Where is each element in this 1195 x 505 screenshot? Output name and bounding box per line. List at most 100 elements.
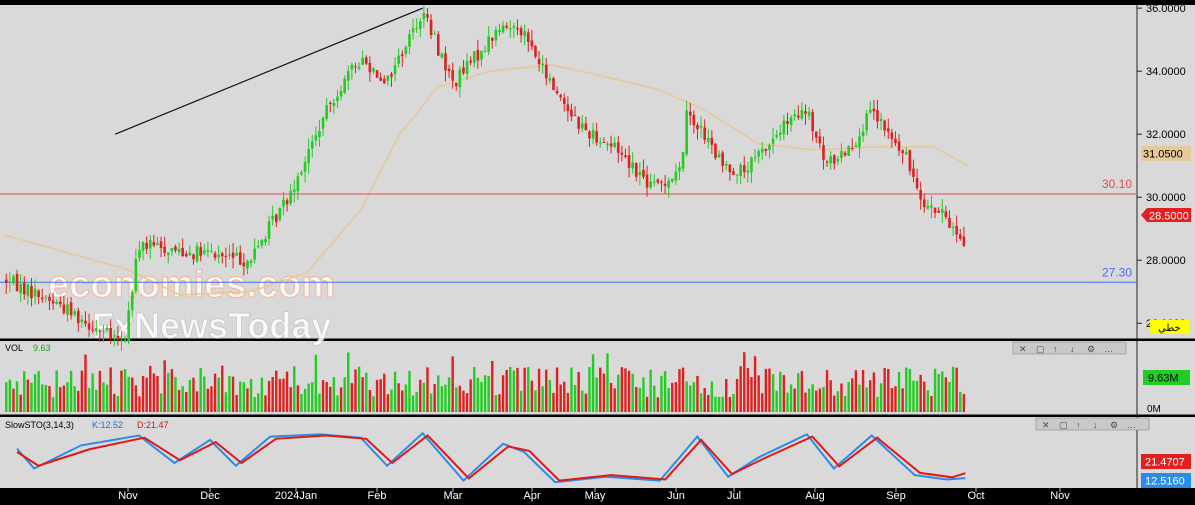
candle-body [541,63,544,65]
candle-body [742,165,746,172]
candle-body [865,113,868,131]
instrument-type-badge[interactable]: خطي [1150,320,1189,334]
volume-bar [217,377,220,412]
volume-bar [365,372,368,412]
volume-bar [516,367,519,412]
candle-body [22,282,26,295]
volume-bar [847,381,850,412]
trendline [114,7,423,135]
volume-bar [509,366,512,412]
restore-icon[interactable]: ▢ [1059,420,1068,430]
candle-body [818,136,822,144]
candle-body [570,109,573,117]
candle-body [584,123,588,131]
candle-body [699,125,703,128]
more-icon[interactable]: … [1127,420,1136,430]
candle-body [487,36,490,52]
candle-body [361,57,364,65]
time-tick-label: Aug [805,490,825,502]
candle-body [948,217,951,228]
level-label: 30.10 [1102,177,1132,191]
candle-body [177,248,181,253]
candle-body [199,247,202,256]
volume-bar [919,374,922,412]
candle-body [375,70,379,78]
volume-bar [51,397,55,412]
candle-body [109,327,112,339]
volume-bar [33,374,37,412]
candle-body [832,155,836,164]
candle-body [692,114,696,126]
candle-body [94,328,98,332]
volume-bar [44,384,48,412]
more-icon[interactable]: … [1104,344,1113,354]
volume-bar [422,382,426,412]
volume-bar [386,394,390,412]
candle-body [379,77,382,81]
volume-bar [451,356,454,412]
volume-bar [818,388,822,412]
candle-body [418,21,422,29]
volume-bar [239,381,242,412]
candle-body [260,240,264,246]
volume-bar [728,396,732,412]
volume-bar [833,395,836,412]
volume-bar [397,383,400,412]
volume-bar [235,394,238,412]
time-tick-label: Nov [118,490,138,502]
candle-body [264,238,267,243]
candle-body [170,248,174,252]
volume-bar [429,393,433,412]
move-up-icon[interactable]: ↑ [1053,344,1058,354]
move-up-icon[interactable]: ↑ [1076,420,1081,430]
volume-bar [955,367,958,412]
settings-icon[interactable]: ⚙ [1110,420,1118,430]
candle-body [465,61,469,74]
volume-bar [300,393,303,412]
candle-body [278,207,282,220]
candle-body [321,117,325,129]
candle-body [850,148,854,150]
candle-body [249,260,253,263]
move-down-icon[interactable]: ↓ [1070,344,1075,354]
volume-bar [851,378,854,412]
volume-bar [393,371,397,412]
candle-body [206,250,210,252]
volume-bar [656,397,660,412]
volume-bar [149,365,152,412]
restore-icon[interactable]: ▢ [1036,344,1045,354]
close-icon[interactable]: ✕ [1042,420,1050,430]
stochastic-panel-toolbar: ✕ ▢ ↑ ↓ ⚙ … [1035,417,1150,431]
candle-body [282,199,285,207]
volume-bar [649,369,652,412]
ma-value-label: 31.0500 [1143,149,1183,161]
last-price-label: 28.5000 [1149,211,1189,223]
volume-bar [559,384,562,412]
stochastic-k-label: K:12.52 [92,420,123,430]
candle-body [807,111,811,116]
volume-bar [318,393,321,412]
volume-bar [195,391,199,412]
candle-body [15,273,19,292]
volume-bar [368,390,372,412]
candle-body [152,241,156,246]
candle-body [490,37,494,41]
volume-bar [620,367,624,412]
settings-icon[interactable]: ⚙ [1087,344,1095,354]
volume-bar [62,385,66,412]
volume-bar [419,379,422,412]
volume-bar [771,374,775,412]
volume-bar [332,377,336,412]
volume-bar [743,352,746,412]
candle-body [580,123,584,129]
price-panel [0,5,1137,339]
candle-body [825,161,829,163]
candle-body [436,34,440,56]
volume-bar [534,390,537,412]
ma-value-tag: 31.0500 [1141,146,1191,161]
move-down-icon[interactable]: ↓ [1093,420,1098,430]
candle-body [339,91,343,97]
volume-bar [570,367,573,412]
volume-bar [523,367,526,412]
close-icon[interactable]: ✕ [1019,344,1027,354]
